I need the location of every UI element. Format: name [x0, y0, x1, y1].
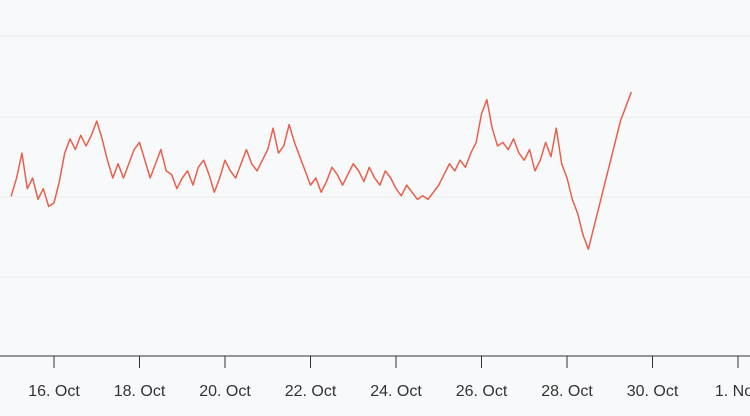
x-tick-label-3: 20. Oct: [199, 383, 251, 400]
series-group: [10, 91, 632, 250]
x-tick-label-6: 26. Oct: [456, 383, 508, 400]
x-tick-label-8: 30. Oct: [627, 383, 679, 400]
x-tick-label-4: 22. Oct: [285, 383, 337, 400]
x-tick-label-9: 1. Nov: [715, 383, 750, 400]
x-tick-label-5: 24. Oct: [370, 383, 422, 400]
x-axis: 16. Oct 18. Oct 20. Oct 22. Oct 24. Oct 26. O…: [0, 355, 750, 400]
x-tick-label-7: 28. Oct: [541, 383, 593, 400]
x-tick-label-2: 18. Oct: [114, 383, 166, 400]
series-line-1: [10, 91, 632, 250]
x-tick-label-1: 16. Oct: [28, 383, 80, 400]
gridlines: [0, 35, 750, 278]
